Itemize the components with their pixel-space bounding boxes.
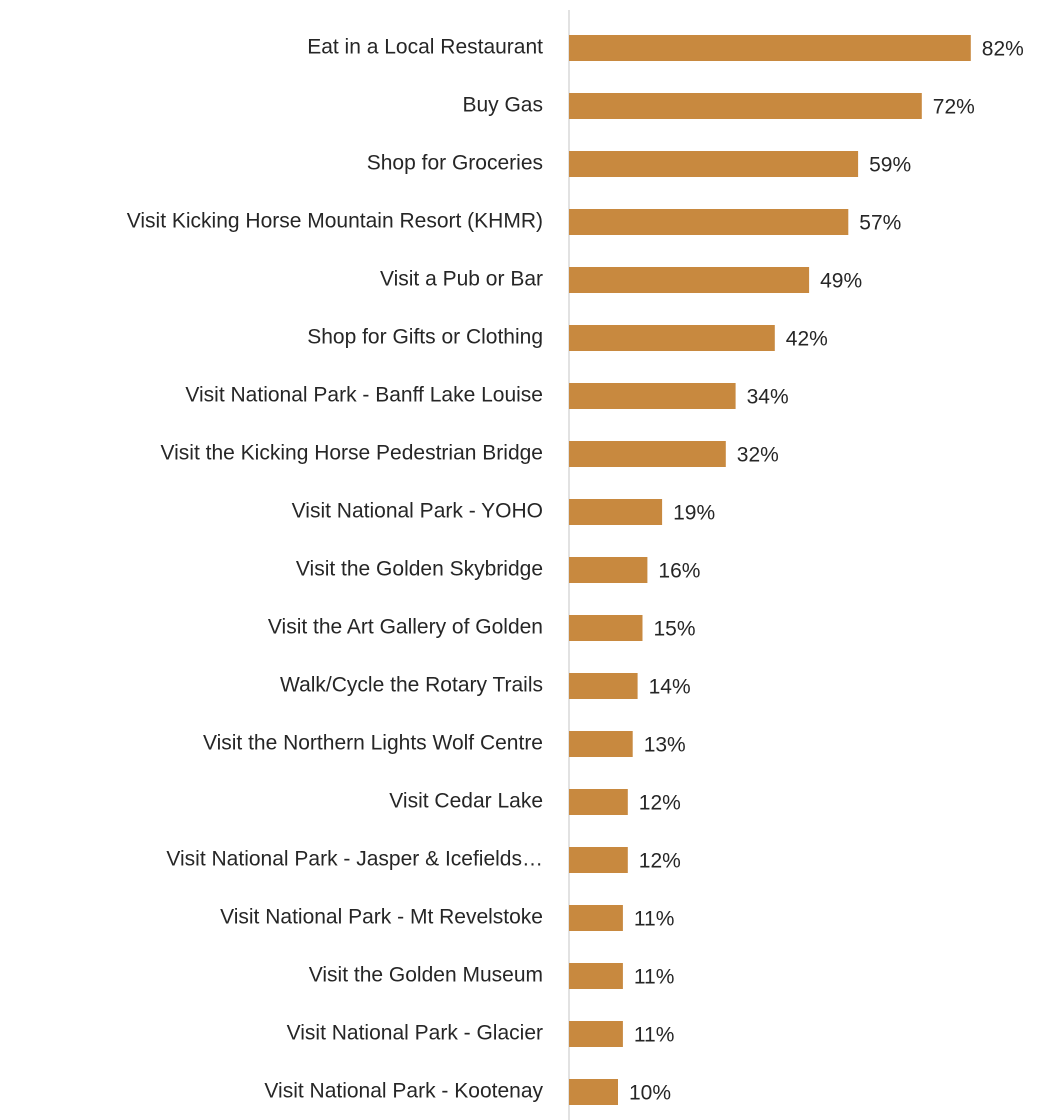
value-label: 59% [869, 154, 911, 177]
bar [569, 673, 638, 699]
bar [569, 35, 971, 61]
value-label: 14% [649, 676, 691, 699]
value-label: 34% [747, 386, 789, 409]
value-label: 15% [654, 618, 696, 641]
category-label: Visit the Kicking Horse Pedestrian Bridg… [161, 442, 543, 465]
value-label: 11% [634, 908, 674, 931]
value-label: 49% [820, 270, 862, 293]
category-label: Buy Gas [462, 94, 543, 117]
category-label: Visit the Golden Skybridge [296, 558, 543, 581]
bar [569, 789, 628, 815]
category-label: Visit National Park - Banff Lake Louise [185, 384, 543, 407]
value-label: 12% [639, 792, 681, 815]
category-label: Visit Kicking Horse Mountain Resort (KHM… [127, 210, 543, 233]
bar [569, 383, 736, 409]
category-label: Visit National Park - Kootenay [264, 1080, 543, 1103]
category-label: Visit the Northern Lights Wolf Centre [203, 732, 543, 755]
category-label: Visit National Park - YOHO [292, 500, 543, 523]
value-label: 16% [658, 560, 700, 583]
bar [569, 963, 623, 989]
value-label: 32% [737, 444, 779, 467]
category-label: Visit National Park - Glacier [287, 1022, 543, 1045]
category-label: Shop for Gifts or Clothing [307, 326, 543, 349]
bar [569, 93, 922, 119]
value-label: 19% [673, 502, 715, 525]
bar [569, 557, 648, 583]
bar [569, 1079, 618, 1105]
category-label: Eat in a Local Restaurant [307, 36, 543, 59]
value-label: 42% [786, 328, 828, 351]
value-label: 57% [859, 212, 901, 235]
bar [569, 209, 849, 235]
category-label: Walk/Cycle the Rotary Trails [280, 674, 543, 697]
bar [569, 905, 623, 931]
bar [569, 441, 726, 467]
value-label: 11% [634, 966, 674, 989]
bar [569, 1021, 623, 1047]
bar [569, 151, 859, 177]
bar [569, 325, 775, 351]
value-label: 82% [982, 38, 1024, 61]
bar [569, 731, 633, 757]
category-label: Visit the Golden Museum [309, 964, 543, 987]
category-label: Visit the Art Gallery of Golden [268, 616, 543, 639]
value-label: 72% [933, 96, 975, 119]
value-label: 12% [639, 850, 681, 873]
value-label: 13% [644, 734, 686, 757]
bar [569, 615, 643, 641]
value-label: 10% [629, 1082, 671, 1105]
category-label: Visit National Park - Jasper & Icefields… [166, 848, 543, 871]
category-label: Visit Cedar Lake [389, 790, 543, 813]
category-label: Visit a Pub or Bar [380, 268, 543, 291]
bar [569, 499, 663, 525]
bar [569, 847, 628, 873]
category-label: Shop for Groceries [367, 152, 543, 175]
bar [569, 267, 810, 293]
category-label: Visit National Park - Mt Revelstoke [220, 906, 543, 929]
value-label: 11% [634, 1024, 674, 1047]
